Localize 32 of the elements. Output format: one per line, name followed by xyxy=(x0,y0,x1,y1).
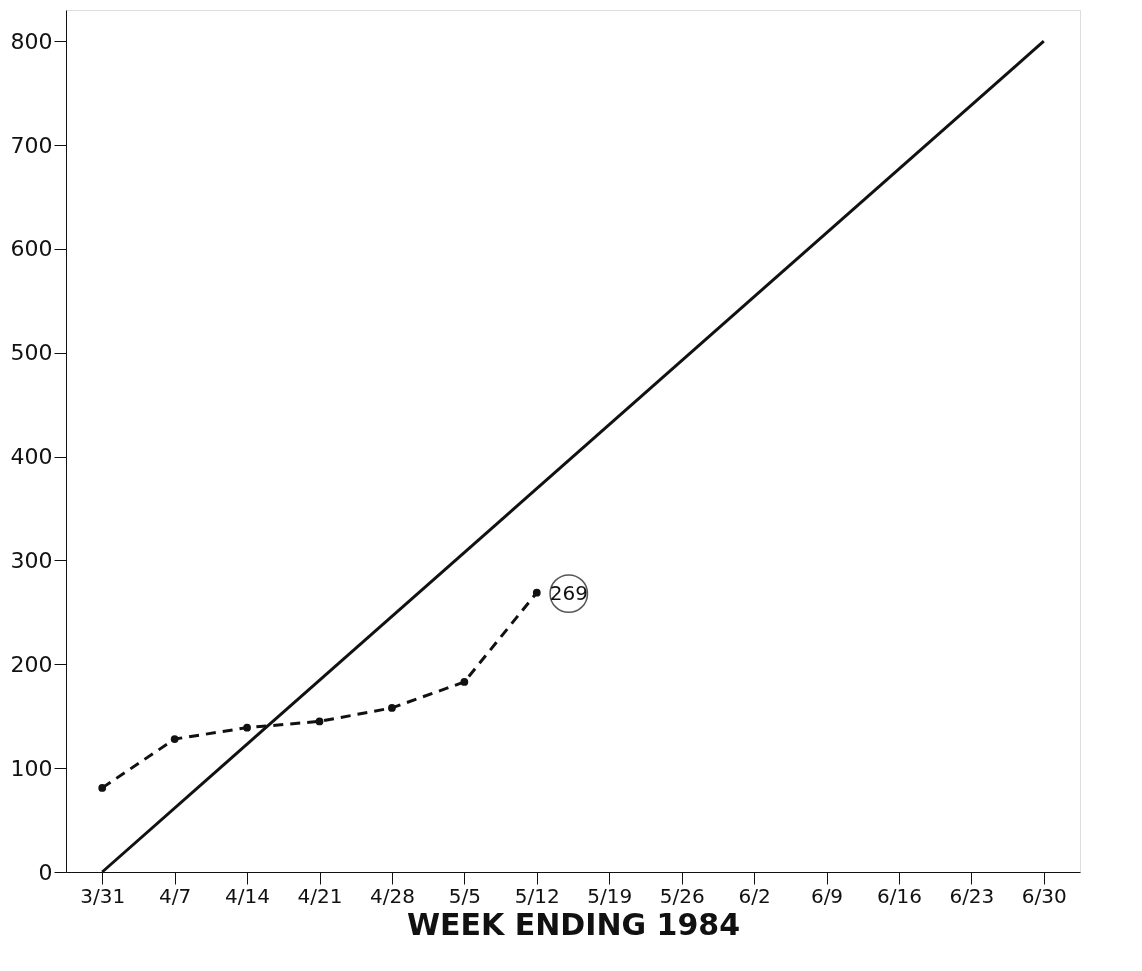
x-tick-label: 5/26 xyxy=(659,883,705,908)
x-tick-label: 6/9 xyxy=(810,883,844,908)
point xyxy=(243,723,251,732)
x-tick-label: 6/2 xyxy=(738,883,771,908)
y-tick-label: 500 xyxy=(10,340,53,366)
y-tick-label: 600 xyxy=(10,236,53,262)
y-tick-label: 700 xyxy=(10,132,53,158)
y-tick-label: 200 xyxy=(10,651,53,677)
point xyxy=(460,678,469,686)
y-tick-label: 0 xyxy=(38,859,53,885)
x-axis-title: WEEK ENDING 1984 xyxy=(406,906,741,942)
x-tick-label: 5/12 xyxy=(514,883,560,908)
y-tick-label: 400 xyxy=(10,444,53,470)
y-tick-label: 100 xyxy=(10,755,53,781)
x-tick-label: 6/30 xyxy=(1021,883,1067,908)
x-tick-label: 5/5 xyxy=(448,883,481,908)
x-tick-label: 5/19 xyxy=(587,883,633,908)
x-tick-label: 4/28 xyxy=(369,883,415,908)
point xyxy=(170,735,179,743)
y-tick-label: 800 xyxy=(10,28,53,54)
y-tick-label: 300 xyxy=(10,547,53,573)
x-tick-label: 4/7 xyxy=(159,883,192,908)
x-tick-label: 4/21 xyxy=(297,883,343,908)
x-tick-label: 6/16 xyxy=(876,883,922,908)
point xyxy=(98,784,107,792)
x-tick-label: 4/14 xyxy=(225,883,271,908)
point xyxy=(532,588,541,597)
annotation: 269 xyxy=(549,580,588,605)
point xyxy=(315,717,324,726)
point xyxy=(388,704,396,712)
x-tick-label: 6/23 xyxy=(949,883,995,908)
x-tick-label: 3/31 xyxy=(80,883,126,908)
